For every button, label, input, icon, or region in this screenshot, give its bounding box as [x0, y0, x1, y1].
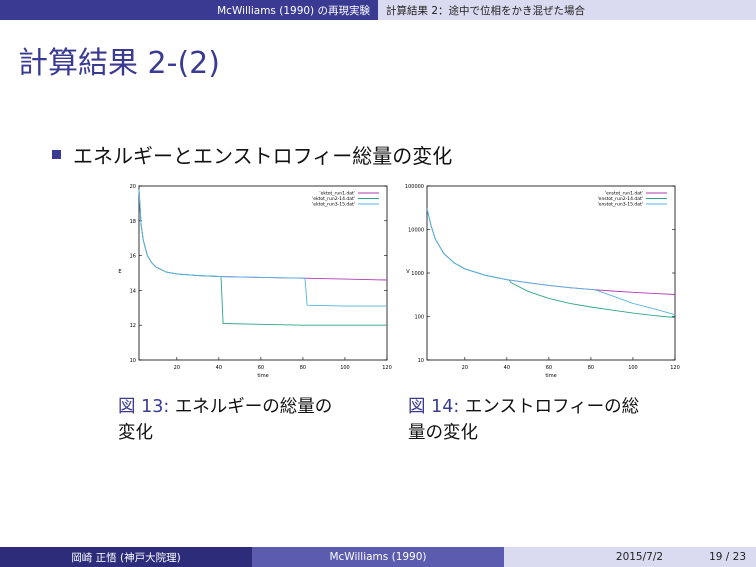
- enstrophy-chart: 20 40 60 80 100 120 10 100 1000 10000 100000 time V '…: [405, 184, 680, 379]
- bullet-item: エネルギーとエンストロフィー総量の変化: [52, 140, 452, 169]
- x-tick-label: 120: [670, 365, 680, 371]
- bullet-square-icon: [52, 150, 61, 159]
- caption-fig13: 図 13: エネルギーの総量の 変化: [118, 394, 388, 446]
- page-number: 19 / 23: [709, 551, 746, 563]
- slide-title: 計算結果 2-(2): [18, 46, 220, 81]
- footer-meta: 2015/7/2 19 / 23: [504, 547, 756, 567]
- figure-energy: 20 40 60 80 100 120 10 12 14 16 18 20 time E 'ektot_ru…: [112, 180, 397, 384]
- series-line: [426, 208, 676, 318]
- x-tick-label: 60: [546, 365, 552, 371]
- x-axis-label: time: [257, 373, 268, 379]
- x-tick-label: 20: [462, 365, 468, 371]
- caption-text: エネルギーの総量の: [174, 397, 333, 417]
- y-tick-label: 100000: [405, 184, 424, 190]
- footer-date: 2015/7/2: [615, 551, 664, 563]
- legend-label: 'enstot_run1.dat': [605, 191, 643, 197]
- energy-chart: 20 40 60 80 100 120 10 12 14 16 18 20 time E 'ektot_ru…: [118, 184, 392, 379]
- series-line: [426, 208, 676, 295]
- section-title[interactable]: McWilliams (1990) の再現実験: [0, 0, 378, 20]
- header-bar: McWilliams (1990) の再現実験 計算結果 2：途中で位相をかき混…: [0, 0, 756, 20]
- x-tick-label: 40: [216, 365, 222, 371]
- y-tick-label: 10: [418, 358, 424, 364]
- x-axis-label: time: [545, 373, 556, 379]
- caption-text-cont: 量の変化: [408, 423, 478, 443]
- y-tick-label: 10000: [408, 228, 424, 234]
- x-tick-label: 80: [588, 365, 594, 371]
- footer-author[interactable]: 岡崎 正悟 (神戸大院理): [0, 547, 252, 567]
- y-tick-label: 16: [130, 254, 136, 260]
- caption-text: エンストロフィーの総: [464, 397, 640, 417]
- x-tick-label: 100: [628, 365, 638, 371]
- y-axis-label: E: [118, 269, 121, 275]
- legend-label: 'enstot_run2-14.dat': [597, 196, 643, 202]
- x-tick-label: 100: [340, 365, 350, 371]
- plot-frame: [426, 185, 676, 361]
- caption-label: 図 14:: [408, 397, 460, 417]
- plot-frame: [138, 185, 388, 361]
- footer-title[interactable]: McWilliams (1990): [252, 547, 504, 567]
- y-axis-label: V: [406, 269, 410, 275]
- series-line: [138, 189, 387, 307]
- caption-fig14: 図 14: エンストロフィーの総 量の変化: [408, 394, 698, 446]
- x-tick-label: 40: [504, 365, 510, 371]
- caption-label: 図 13:: [118, 397, 170, 417]
- footer-bar: 岡崎 正悟 (神戸大院理) McWilliams (1990) 2015/7/2…: [0, 547, 756, 567]
- y-tick-label: 12: [130, 323, 136, 329]
- y-tick-label: 14: [130, 288, 136, 294]
- x-tick-label: 60: [258, 365, 264, 371]
- legend-label: 'ektot_run2-14.dat': [312, 196, 355, 202]
- bullet-text: エネルギーとエンストロフィー総量の変化: [73, 144, 453, 168]
- legend-label: 'enstot_run3-15.dat': [597, 202, 643, 208]
- y-tick-label: 100: [414, 315, 424, 321]
- x-tick-label: 120: [382, 365, 392, 371]
- legend-label: 'ektot_run1.dat': [319, 191, 355, 197]
- y-tick-label: 1000: [411, 271, 424, 277]
- x-tick-label: 80: [300, 365, 306, 371]
- caption-text-cont: 変化: [118, 423, 153, 443]
- y-tick-label: 20: [130, 184, 136, 190]
- y-tick-label: 10: [130, 358, 136, 364]
- figure-enstrophy: 20 40 60 80 100 120 10 100 1000 10000 100000 time V '…: [400, 180, 685, 384]
- series-line: [138, 189, 387, 326]
- legend-label: 'ektot_run3-15.dat': [312, 202, 355, 208]
- y-tick-label: 18: [130, 219, 136, 225]
- series-line: [426, 208, 676, 316]
- x-tick-label: 20: [174, 365, 180, 371]
- subsection-title[interactable]: 計算結果 2：途中で位相をかき混ぜた場合: [378, 0, 756, 20]
